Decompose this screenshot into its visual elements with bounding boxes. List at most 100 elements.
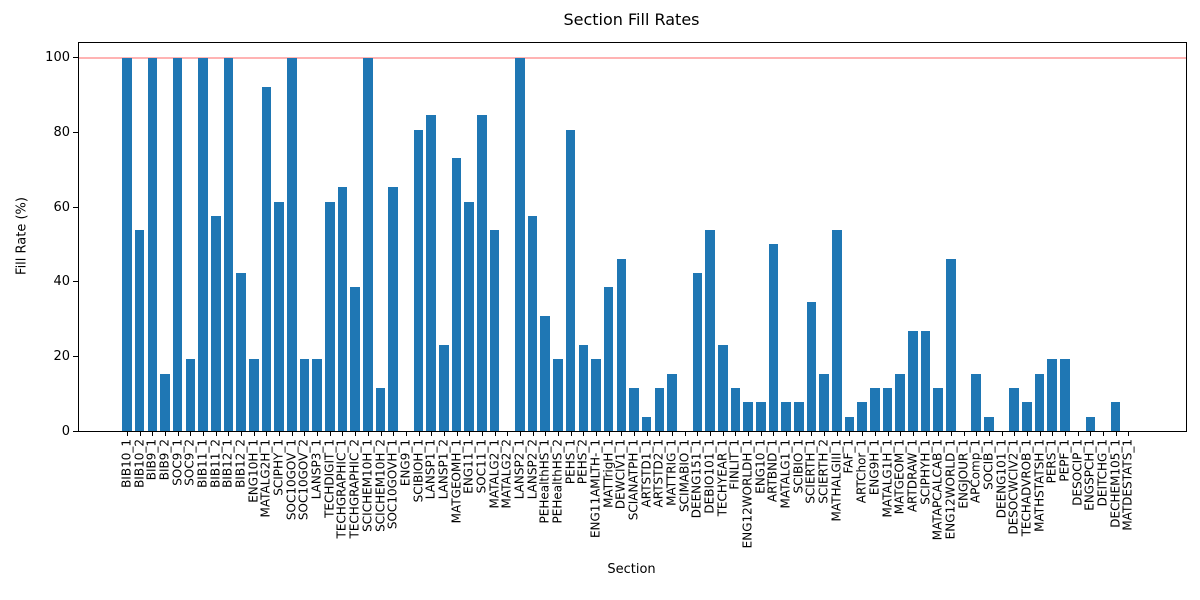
bar-MATAPCALCAB_1 [933, 388, 943, 431]
bar-SCICHEM10H_1 [363, 57, 373, 431]
bar-MATALG1H_1 [882, 388, 893, 431]
x-tick-mark [545, 432, 547, 436]
x-tick-mark [1077, 432, 1079, 436]
x-tick-label: BIB9_2 [157, 439, 172, 481]
y-tick-label: 60 [53, 199, 70, 215]
x-tick-mark [811, 432, 813, 436]
x-tick-label: ARTDRAW_1 [905, 439, 920, 513]
x-tick-label: ENG12WORLD_1 [943, 439, 958, 540]
bar-LANSP3_1 [312, 359, 322, 431]
bar-SOC11_1 [477, 115, 487, 431]
x-tick-label: MATAPCALCAB_1 [930, 439, 945, 541]
bar-SCIBIO_1 [793, 402, 804, 431]
x-tick-mark [1115, 432, 1117, 436]
x-tick-mark [976, 432, 978, 436]
bar-ARTSTD1_1 [641, 416, 652, 431]
x-tick-mark [291, 432, 293, 436]
bar-SOC9_1 [172, 57, 183, 431]
bar-MATGEOM_1 [895, 373, 905, 431]
bar-BIB9_1 [147, 57, 158, 431]
bar-SOC9_2 [185, 359, 196, 431]
x-tick-mark [152, 432, 154, 436]
bar-TECHGRAPHIC_1 [337, 187, 348, 431]
x-tick-mark [266, 432, 268, 436]
plot-area [78, 42, 1187, 432]
x-tick-mark [1026, 432, 1028, 436]
x-tick-mark [253, 432, 255, 436]
bar-MATALG1_1 [781, 402, 791, 431]
x-tick-mark [722, 432, 724, 436]
bar-LANSP2_2 [527, 215, 538, 431]
x-tick-label: LANSP1_2 [436, 439, 451, 500]
x-tick-mark [1039, 432, 1041, 436]
x-tick-label: ENG11_1 [461, 439, 476, 494]
x-tick-label: SCIERTH_2 [816, 439, 831, 504]
bar-MATHSTATSH_1 [1034, 373, 1045, 431]
bar-ARTChor_1 [857, 402, 867, 431]
bar-ENG12WORLDH_1 [743, 402, 753, 431]
x-tick-label: SOCIB_1 [981, 439, 996, 490]
bar-SCIBIOH_1 [413, 129, 424, 431]
x-tick-label: ENG11AMLTH-_1 [588, 439, 603, 539]
x-tick-mark [380, 432, 382, 436]
x-tick-mark [963, 432, 965, 436]
bar-MATALG2_1 [489, 230, 500, 431]
bar-SCIPHY_1 [274, 201, 284, 431]
bar-TECHDIGIT_1 [325, 201, 335, 431]
x-tick-mark [139, 432, 141, 436]
bar-BIB11_1 [198, 57, 208, 431]
bar-MATALG2H_1 [261, 86, 272, 431]
bar-ENGSPCH_1 [1085, 416, 1096, 431]
x-tick-mark [672, 432, 674, 436]
x-tick-label: ENG9_1 [398, 439, 413, 487]
bar-BIB10_2 [134, 230, 145, 431]
x-tick-label: PEHealthHS_1 [537, 439, 552, 524]
bar-LANSP1_1 [426, 115, 436, 431]
bar-BIB12_2 [236, 273, 246, 431]
bar-ARTDRAW_1 [908, 330, 918, 431]
x-tick-mark [469, 432, 471, 436]
bar-ARTSTD2_1 [654, 388, 665, 431]
x-tick-mark [532, 432, 534, 436]
x-tick-label: SOC11_1 [474, 439, 489, 494]
x-tick-mark [710, 432, 712, 436]
x-tick-label: MATTRIG_1 [664, 439, 679, 506]
x-tick-mark [748, 432, 750, 436]
bar-SCIERTH_2 [819, 373, 829, 431]
x-tick-mark [228, 432, 230, 436]
x-tick-label: PEPF_1 [1057, 439, 1072, 482]
bar-LANSP1_2 [439, 344, 449, 431]
x-tick-mark [304, 432, 306, 436]
x-tick-mark [773, 432, 775, 436]
x-tick-mark [862, 432, 864, 436]
bar-TECHYEAR_1 [717, 344, 728, 431]
bar-SOC10GOV_1 [286, 57, 297, 431]
bar-BIB9_2 [160, 373, 170, 431]
x-tick-mark [1001, 432, 1003, 436]
x-tick-label: APComp_1 [968, 439, 983, 504]
x-tick-label: LANSP3_1 [309, 439, 324, 500]
x-tick-label: BIB11_1 [195, 439, 210, 488]
bar-ENG10H_1 [248, 359, 259, 431]
bar-PERS_1 [1047, 359, 1058, 431]
x-tick-mark [874, 432, 876, 436]
bar-DESOCWCIV2_1 [1009, 388, 1020, 431]
x-tick-mark [849, 432, 851, 436]
x-tick-label: ENGSPCH_1 [1083, 439, 1097, 511]
x-tick-mark [1102, 432, 1104, 436]
x-tick-mark [836, 432, 838, 436]
x-tick-mark [684, 432, 686, 436]
bar-FINLIT_1 [730, 388, 741, 431]
bar-SOCIB_1 [984, 416, 994, 431]
x-tick-label: MATALG2_2 [499, 439, 514, 509]
x-tick-label: MATGEOM_1 [892, 439, 907, 515]
x-tick-mark [1064, 432, 1066, 436]
x-tick-mark [165, 432, 167, 436]
x-tick-label: DEBIO101_1 [702, 439, 717, 514]
y-tick-mark [73, 206, 78, 208]
bar-MATTrigH_1 [603, 287, 614, 431]
x-tick-mark [824, 432, 826, 436]
bar-SOC10GOVH_1 [388, 187, 398, 431]
bar-PEPF_1 [1060, 359, 1070, 431]
